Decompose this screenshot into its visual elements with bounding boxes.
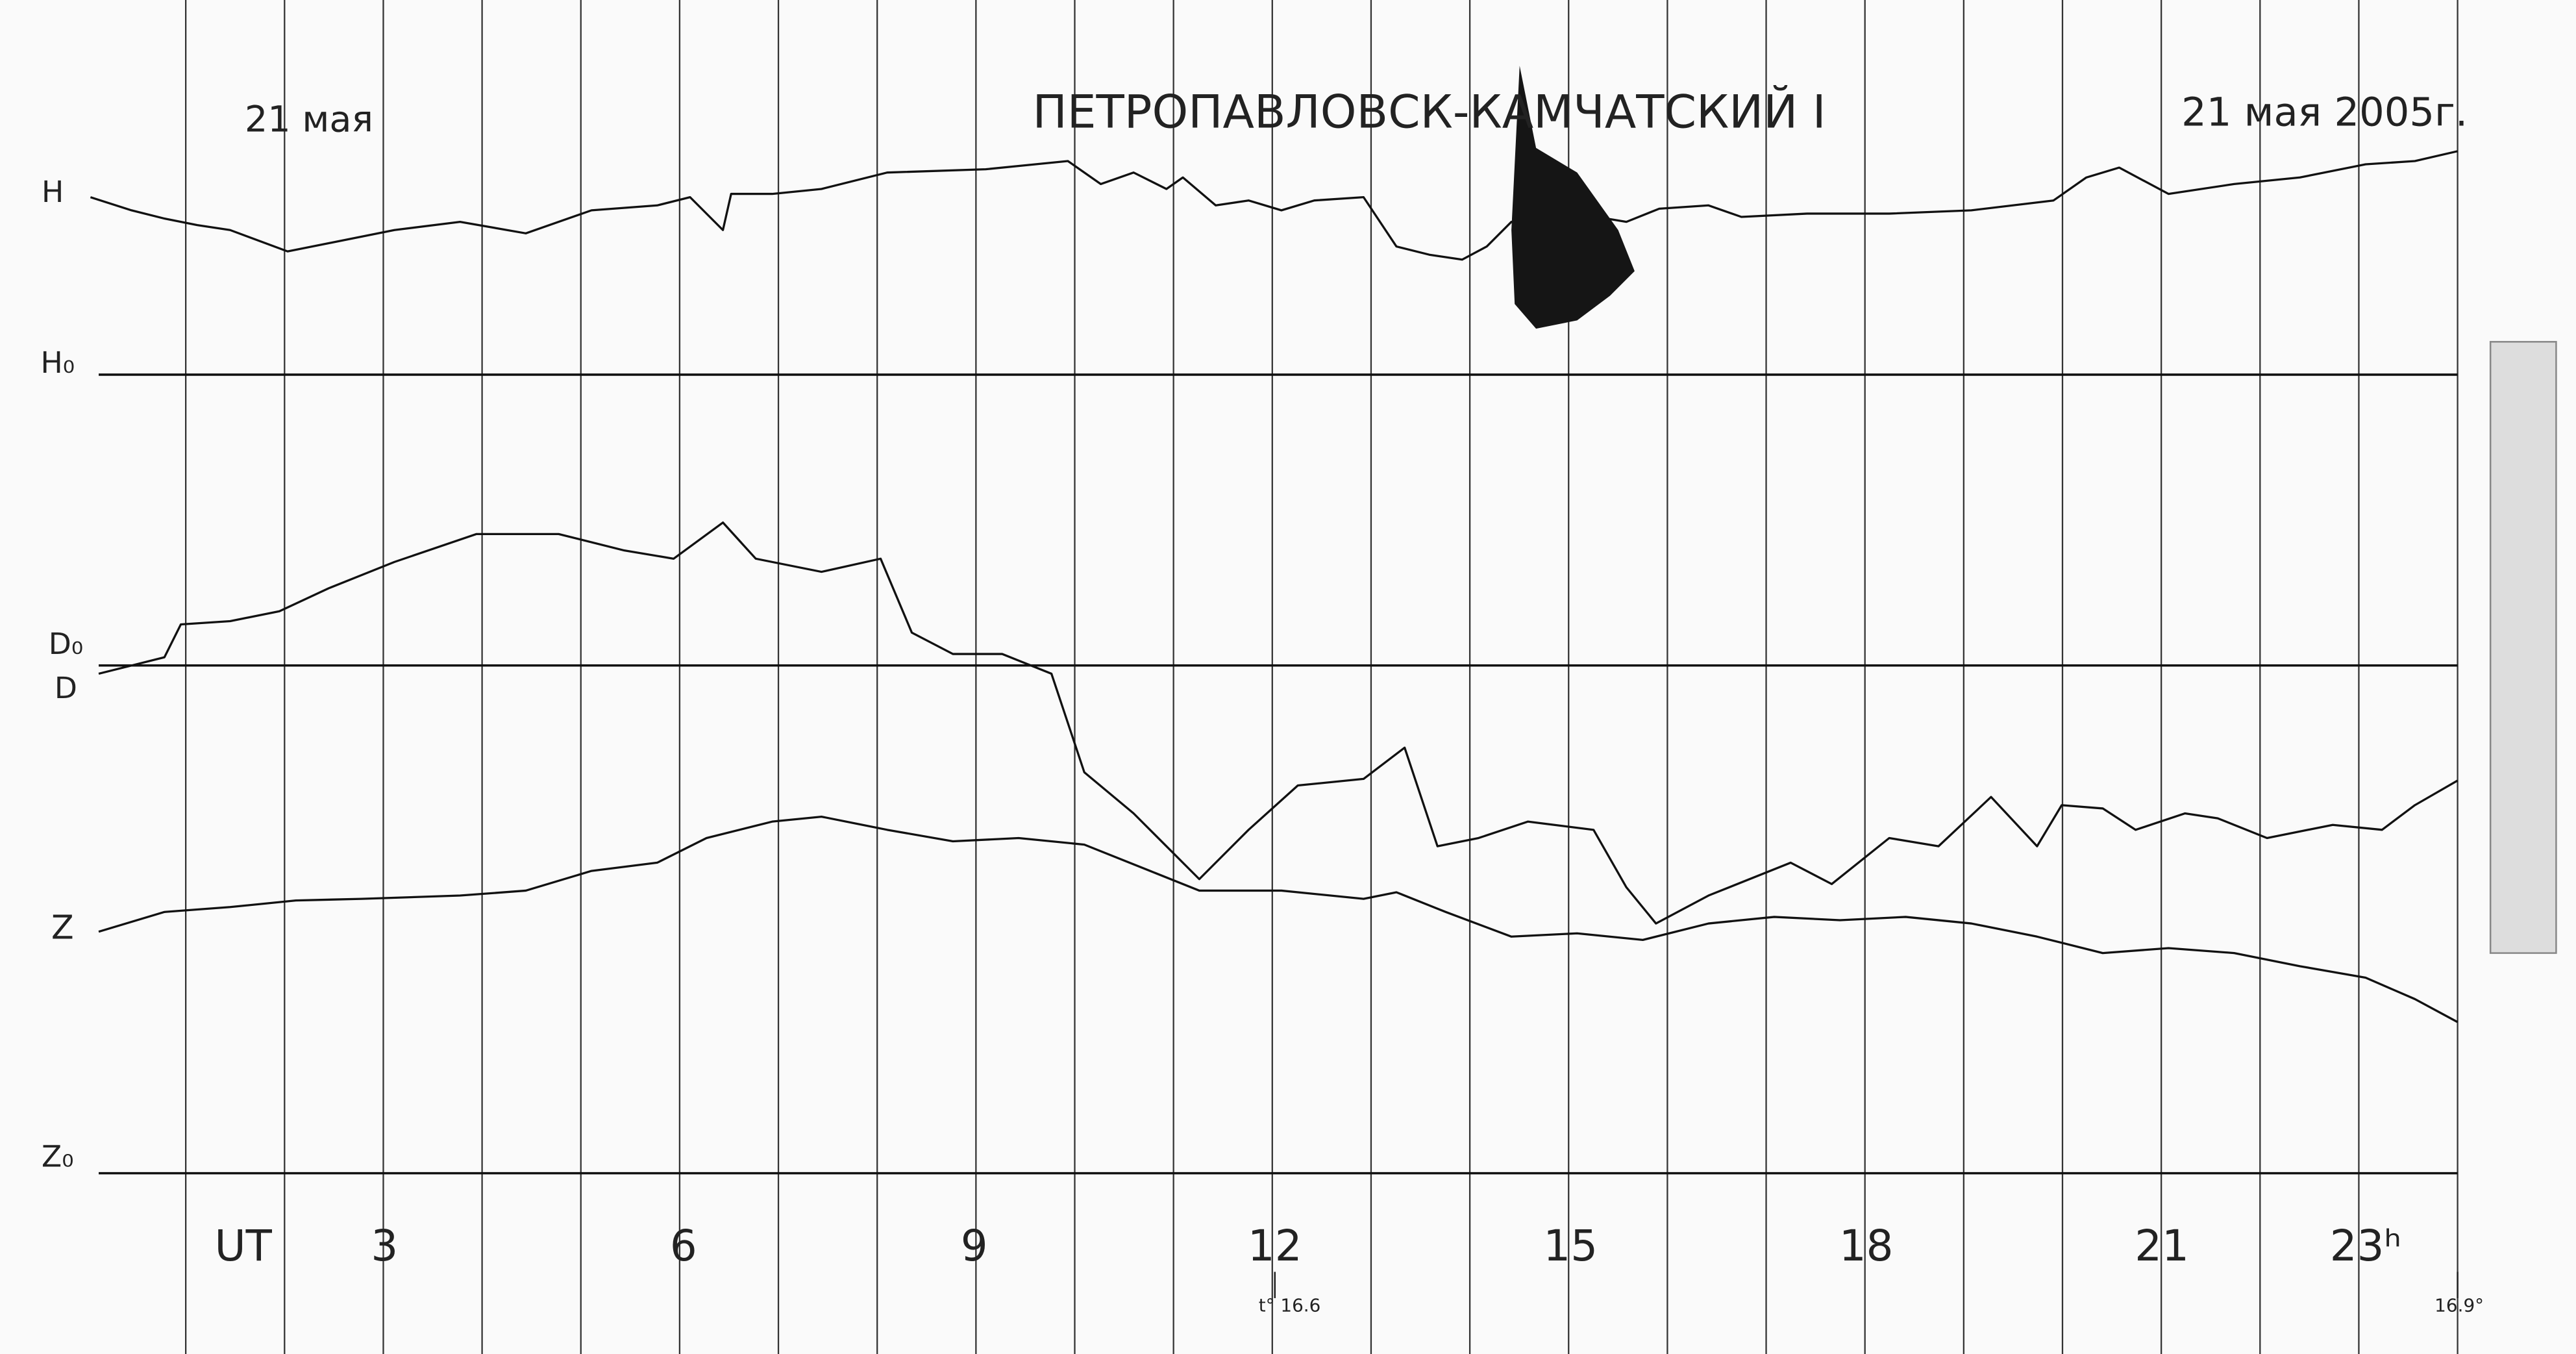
trace-label: Z (51, 909, 74, 947)
time-axis: UT 3 6 9 12 15 18 21 23ʰ (215, 1221, 2401, 1271)
hour-label: 18 (1839, 1221, 1894, 1271)
trace-label: D₀ (49, 627, 83, 661)
temperature: 16.9° (2434, 1295, 2484, 1316)
hour-label: 12 (1248, 1221, 1302, 1271)
title: ПЕТРОПАВЛОВСК-КАМЧАТСКИЙ I (1033, 84, 1826, 139)
trace-label: H₀ (41, 345, 75, 380)
hour-label: 3 (371, 1221, 398, 1271)
hour-label: 9 (961, 1221, 988, 1271)
z-trace (98, 815, 2458, 1023)
scale-strip (2489, 341, 2557, 954)
hour-label: 23ʰ (2330, 1221, 2401, 1271)
trace-label: H (42, 175, 64, 209)
right-date: 21 мая 2005г. (2181, 90, 2468, 136)
hour-label: 15 (1543, 1221, 1598, 1271)
hour-label: 21 (2135, 1221, 2189, 1271)
left-date: 21 мая (245, 98, 373, 140)
trace-label: Z₀ (42, 1139, 73, 1173)
h-trace (90, 150, 2458, 261)
temperature: t° 16.6 (1259, 1295, 1321, 1316)
hour-label: UT (215, 1221, 273, 1271)
hour-label: 6 (670, 1221, 697, 1271)
d-trace (98, 521, 2458, 925)
ink-blot (1511, 66, 1635, 329)
trace-label: D (55, 671, 77, 705)
hour-grid (185, 0, 2458, 1354)
